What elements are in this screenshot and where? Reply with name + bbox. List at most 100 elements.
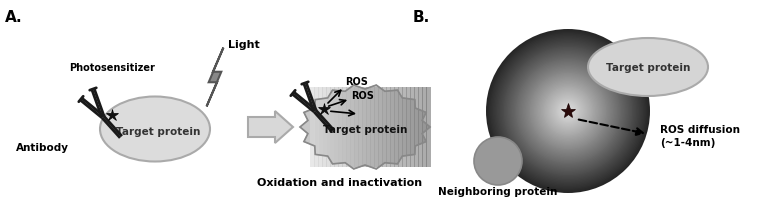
Circle shape [505, 49, 631, 174]
Circle shape [486, 30, 650, 193]
Circle shape [548, 91, 588, 132]
Circle shape [489, 33, 647, 190]
Bar [366, 87, 371, 167]
Bar [378, 87, 383, 167]
Bar [322, 87, 327, 167]
Circle shape [546, 90, 590, 133]
Bar [426, 87, 431, 167]
Text: B.: B. [413, 10, 430, 25]
Bar [398, 87, 403, 167]
Circle shape [564, 107, 572, 116]
Bar [386, 87, 391, 167]
Circle shape [493, 37, 643, 186]
Circle shape [507, 50, 629, 173]
Bar [418, 87, 423, 167]
Circle shape [517, 61, 619, 162]
Bar [334, 87, 339, 167]
Text: Target protein: Target protein [606, 63, 691, 73]
Text: Oxidation and inactivation: Oxidation and inactivation [257, 177, 423, 187]
Bar [338, 87, 343, 167]
Circle shape [523, 67, 613, 156]
Ellipse shape [588, 39, 708, 97]
Circle shape [474, 137, 522, 185]
Circle shape [488, 31, 649, 192]
Circle shape [534, 77, 602, 145]
Text: ROS diffusion: ROS diffusion [660, 124, 740, 134]
Bar [342, 87, 347, 167]
Circle shape [513, 57, 623, 166]
Circle shape [527, 71, 609, 152]
Circle shape [498, 42, 638, 181]
Circle shape [512, 56, 624, 167]
Circle shape [567, 110, 569, 113]
Bar [330, 87, 335, 167]
Circle shape [500, 43, 636, 179]
Circle shape [562, 106, 574, 117]
Circle shape [522, 65, 614, 158]
Bar [358, 87, 363, 167]
Bar [354, 87, 359, 167]
Circle shape [519, 62, 617, 160]
Circle shape [549, 92, 588, 130]
Circle shape [526, 69, 610, 154]
Circle shape [516, 60, 620, 163]
FancyArrow shape [248, 112, 293, 143]
Bar [314, 87, 319, 167]
Bar [402, 87, 407, 167]
Circle shape [524, 68, 612, 155]
Bar [310, 87, 315, 167]
Circle shape [555, 98, 581, 125]
Circle shape [535, 79, 600, 144]
Circle shape [565, 109, 571, 114]
Bar [318, 87, 323, 167]
Bar [390, 87, 395, 167]
Circle shape [530, 73, 607, 149]
Text: ROS: ROS [351, 90, 374, 101]
Circle shape [495, 39, 640, 184]
Bar [374, 87, 379, 167]
Circle shape [552, 95, 584, 128]
Text: Light: Light [228, 40, 259, 50]
Text: ROS: ROS [345, 77, 368, 87]
Circle shape [543, 87, 593, 136]
Polygon shape [207, 48, 224, 107]
Circle shape [538, 82, 598, 141]
Circle shape [494, 38, 642, 185]
Circle shape [559, 102, 578, 121]
Bar [326, 87, 331, 167]
Text: Target protein: Target protein [116, 126, 200, 136]
Bar [350, 87, 355, 167]
Circle shape [560, 103, 576, 120]
Circle shape [561, 105, 575, 118]
Bar [394, 87, 399, 167]
Circle shape [539, 83, 597, 140]
Circle shape [502, 46, 633, 177]
Text: (~1-4nm): (~1-4nm) [660, 137, 716, 147]
Circle shape [541, 84, 595, 139]
Bar [382, 87, 387, 167]
Circle shape [555, 99, 581, 124]
Circle shape [504, 47, 633, 175]
Bar [370, 87, 375, 167]
Circle shape [520, 64, 616, 159]
Circle shape [557, 101, 579, 122]
Circle shape [509, 53, 626, 170]
Bar [346, 87, 351, 167]
Text: Target protein: Target protein [323, 124, 407, 134]
Circle shape [531, 75, 605, 148]
Bar [362, 87, 367, 167]
Circle shape [510, 54, 626, 168]
Bar [410, 87, 415, 167]
Bar [406, 87, 411, 167]
Circle shape [545, 88, 591, 135]
Circle shape [490, 34, 646, 189]
Bar [414, 87, 419, 167]
Circle shape [553, 97, 583, 126]
Text: Photosensitizer: Photosensitizer [69, 63, 155, 73]
Circle shape [550, 94, 586, 129]
Ellipse shape [100, 97, 210, 162]
Circle shape [528, 72, 607, 151]
Text: Antibody: Antibody [15, 142, 69, 152]
Circle shape [497, 41, 639, 182]
Circle shape [542, 86, 594, 137]
